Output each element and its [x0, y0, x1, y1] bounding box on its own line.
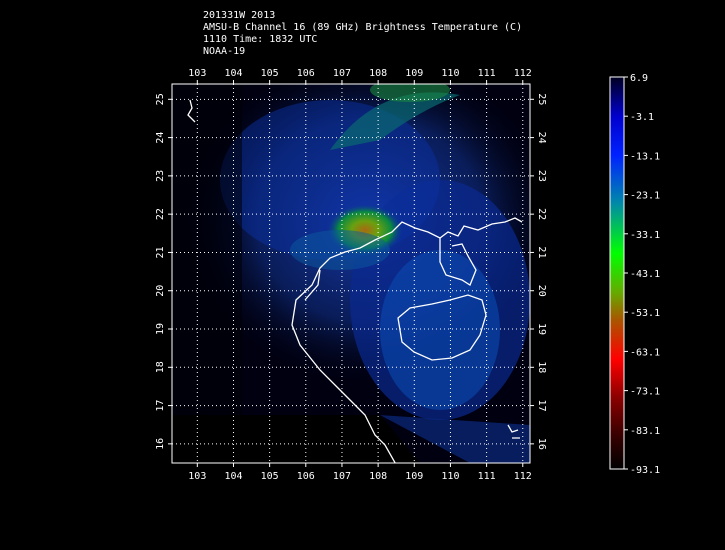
lon-label-top: 106 [297, 68, 315, 79]
lat-label-right: 20 [536, 285, 547, 297]
coastline [187, 99, 523, 463]
lon-label-bottom: 109 [405, 471, 423, 482]
colorbar-label: -13.1 [630, 151, 660, 162]
lat-tick-labels-left: 16 17 18 19 20 21 22 23 24 25 [155, 93, 166, 450]
colorbar-label: -93.1 [630, 465, 660, 476]
lat-lon-grid [168, 80, 534, 467]
lon-label-top: 107 [333, 68, 351, 79]
map-frame [171, 83, 531, 464]
colorbar-label: -3.1 [630, 112, 654, 123]
lon-label-top: 109 [405, 68, 423, 79]
lat-tick-labels-right: 16 17 18 19 20 21 22 23 24 25 [536, 93, 547, 450]
colorbar-label: -23.1 [630, 191, 660, 202]
lon-label-bottom: 105 [261, 471, 279, 482]
colorbar [609, 76, 625, 470]
title-line-1: 201331W 2013 [203, 10, 276, 21]
title-line-4: NOAA-19 [203, 46, 246, 57]
lat-label-right: 24 [536, 132, 547, 144]
lat-label-left: 22 [155, 208, 166, 220]
lat-label-left: 20 [155, 285, 166, 297]
lon-label-bottom: 110 [441, 471, 459, 482]
colorbar-label: -43.1 [630, 269, 660, 280]
lat-label-left: 25 [155, 93, 166, 105]
colorbar-label: -73.1 [630, 387, 660, 398]
colorbar-label: -63.1 [630, 347, 660, 358]
lat-label-left: 16 [155, 438, 166, 450]
lat-label-right: 18 [536, 361, 547, 373]
lon-label-top: 110 [441, 68, 459, 79]
colorbar-label: -33.1 [630, 230, 660, 241]
lat-label-right: 17 [536, 400, 547, 412]
lon-label-top: 104 [224, 68, 242, 79]
lon-label-bottom: 108 [369, 471, 387, 482]
colorbar-labels: 6.9 -3.1 -13.1 -23.1 -33.1 -43.1 -53.1 -63.1 -73… [624, 73, 660, 476]
title-line-3: 1110 Time: 1832 UTC [203, 34, 318, 45]
lon-label-bottom: 104 [224, 471, 242, 482]
lon-label-bottom: 106 [297, 471, 315, 482]
lat-label-left: 21 [155, 246, 166, 258]
lon-label-top: 111 [478, 68, 496, 79]
lat-label-left: 24 [155, 132, 166, 144]
lat-label-right: 19 [536, 323, 547, 335]
lon-label-top: 112 [514, 68, 532, 79]
colorbar-label: -83.1 [630, 426, 660, 437]
lon-label-bottom: 107 [333, 471, 351, 482]
lat-label-right: 21 [536, 246, 547, 258]
lon-label-bottom: 103 [188, 471, 206, 482]
lon-label-top: 108 [369, 68, 387, 79]
satellite-imagery [172, 84, 530, 463]
lat-label-left: 19 [155, 323, 166, 335]
lat-label-right: 22 [536, 208, 547, 220]
lon-tick-labels-bottom: 103 104 105 106 107 108 109 110 111 112 [188, 471, 532, 482]
lat-label-left: 18 [155, 361, 166, 373]
map-title: 201331W 2013 AMSU-B Channel 16 (89 GHz) … [203, 10, 522, 58]
lon-tick-labels-top: 103 104 105 106 107 108 109 110 111 112 [188, 68, 532, 79]
lon-label-bottom: 111 [478, 471, 496, 482]
lat-label-left: 23 [155, 170, 166, 182]
lat-label-left: 17 [155, 400, 166, 412]
lon-label-top: 103 [188, 68, 206, 79]
lon-label-top: 105 [261, 68, 279, 79]
lat-label-right: 16 [536, 438, 547, 450]
title-line-2: AMSU-B Channel 16 (89 GHz) Brightness Te… [203, 22, 523, 33]
colorbar-label: 6.9 [630, 73, 648, 84]
lat-label-right: 25 [536, 93, 547, 105]
lat-label-right: 23 [536, 170, 547, 182]
colorbar-label: -53.1 [630, 308, 660, 319]
lon-label-bottom: 112 [514, 471, 532, 482]
